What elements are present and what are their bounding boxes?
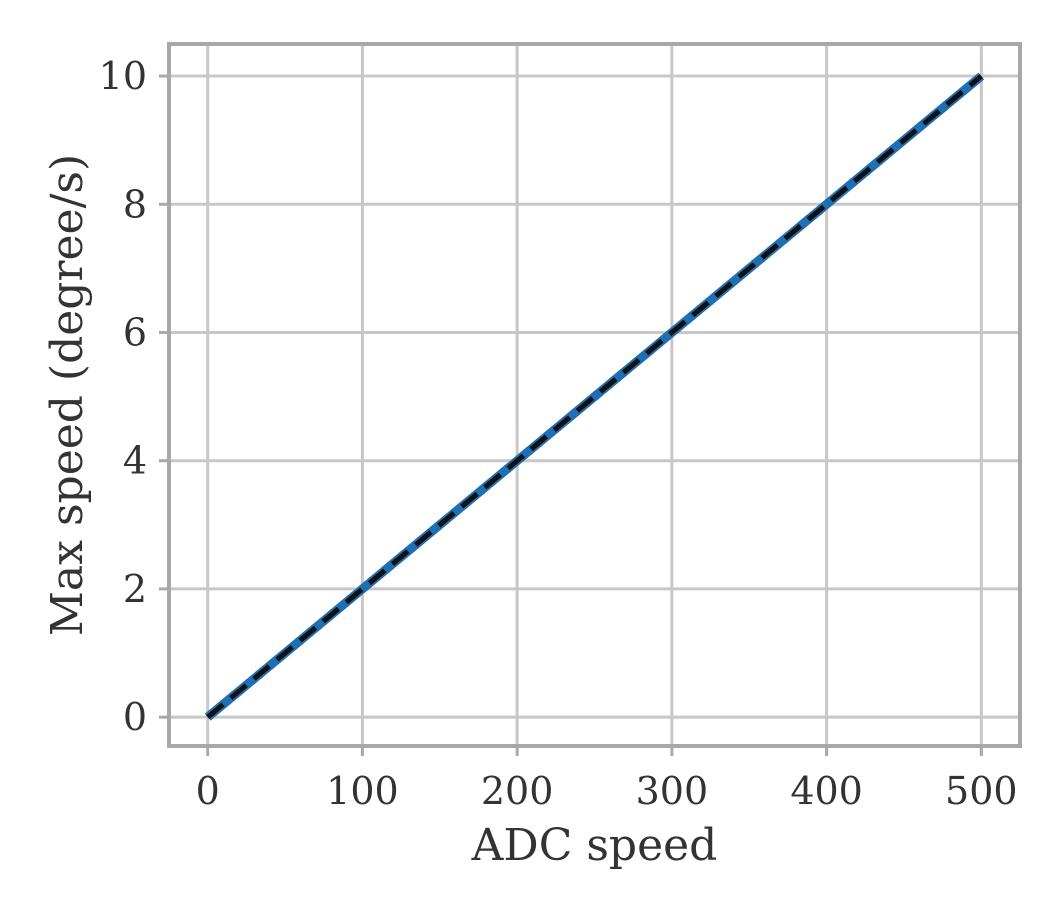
y-tick-label: 2 (123, 567, 147, 611)
y-axis-label: Max speed (degree/s) (42, 154, 93, 636)
x-axis-label: ADC speed (471, 820, 718, 871)
x-tick-label: 400 (790, 769, 863, 813)
y-tick-label: 6 (123, 310, 147, 354)
x-tick-label: 100 (326, 769, 399, 813)
plot-frame (167, 42, 1022, 748)
x-tick-label: 300 (636, 769, 709, 813)
y-tick-label: 4 (123, 439, 147, 483)
x-tick-label: 0 (196, 769, 220, 813)
y-tick-label: 10 (99, 54, 147, 98)
y-tick-label: 0 (123, 695, 147, 739)
x-tick-label: 500 (945, 769, 1018, 813)
series-layer (204, 72, 985, 721)
grid-layer (169, 44, 1020, 746)
tick-layer: 0 100 200 300 400 500 0 2 4 6 8 10 (99, 54, 1018, 813)
y-tick-label: 8 (123, 182, 147, 226)
dashed-series-line (206, 74, 983, 720)
x-tick-label: 200 (481, 769, 554, 813)
